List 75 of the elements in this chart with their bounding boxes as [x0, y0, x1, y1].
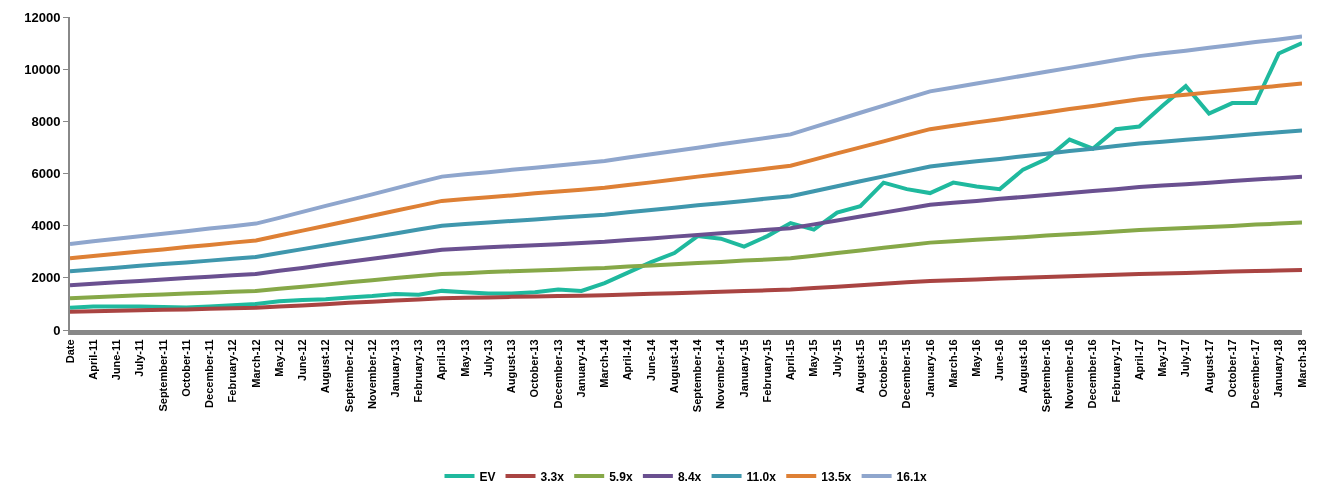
y-tick-label: 10000 — [24, 61, 61, 77]
x-tick-label: September-16 — [1039, 339, 1052, 413]
y-tick-label: 12000 — [24, 9, 61, 25]
x-tick-label: October-15 — [877, 339, 890, 398]
x-tick-label: March-16 — [946, 339, 959, 388]
x-tick-label: October-17 — [1225, 339, 1238, 398]
x-tick-label: June-12 — [296, 339, 309, 381]
y-tick-label: 4000 — [31, 218, 61, 234]
x-tick-label: May-15 — [807, 339, 820, 377]
y-tick-label: 2000 — [31, 270, 61, 286]
line-series — [70, 41, 1302, 310]
legend-label: EV — [479, 469, 496, 484]
x-tick-label: August-16 — [1016, 339, 1029, 394]
line-series — [70, 128, 1302, 274]
x-tick-label: August-17 — [1202, 339, 1215, 394]
x-tick-label: April-15 — [784, 339, 797, 381]
legend-label: 13.5x — [821, 469, 852, 484]
line-series — [70, 174, 1302, 288]
x-tick-label: August-15 — [853, 339, 866, 394]
x-tick-label: May-12 — [272, 339, 285, 377]
x-tick-label: September-11 — [156, 339, 169, 412]
x-tick-label: April-17 — [1132, 339, 1145, 381]
x-tick-label: October-13 — [528, 339, 541, 398]
x-tick-label: August-13 — [505, 339, 518, 394]
x-tick-label: January-13 — [389, 339, 402, 398]
x-tick-label: July-15 — [830, 339, 843, 378]
x-tick-label: November-12 — [365, 339, 378, 410]
x-tick-label: December-17 — [1249, 339, 1262, 409]
x-tick-label: Date — [63, 339, 76, 364]
x-tick-label: March-12 — [249, 339, 262, 388]
x-tick-label: December-11 — [203, 339, 216, 408]
x-tick-label: April-11 — [86, 339, 99, 380]
line-series — [70, 268, 1302, 314]
x-tick-label: April-14 — [621, 338, 634, 381]
x-tick-label: September-12 — [342, 339, 355, 413]
x-tick-label: April-13 — [435, 339, 448, 381]
line-series — [70, 81, 1302, 261]
x-tick-label: October-11 — [179, 339, 192, 397]
line-series — [70, 220, 1302, 301]
x-tick-label: March-18 — [1295, 339, 1308, 388]
x-tick-label: July-11 — [133, 339, 146, 377]
line-series — [70, 34, 1302, 246]
x-tick-label: September-14 — [691, 338, 704, 413]
x-tick-label: March-14 — [598, 338, 611, 388]
x-tick-label: January-15 — [737, 339, 750, 398]
x-tick-label: June-16 — [993, 339, 1006, 381]
x-tick-label: February-13 — [412, 339, 425, 403]
x-tick-label: December-16 — [1086, 339, 1099, 409]
x-tick-label: May-16 — [970, 339, 983, 377]
x-tick-label: February-15 — [760, 339, 773, 403]
x-tick-label: February-12 — [226, 339, 239, 403]
x-tick-label: June-14 — [644, 338, 657, 381]
x-tick-label: July-13 — [482, 339, 494, 378]
legend-label: 3.3x — [540, 469, 565, 484]
y-tick-label: 6000 — [31, 166, 61, 182]
x-tick-label: December-13 — [551, 339, 564, 409]
x-tick-label: December-15 — [900, 339, 913, 409]
y-tick-label: 8000 — [31, 113, 61, 129]
x-tick-label: June-11 — [110, 339, 123, 381]
x-tick-label: August-14 — [667, 338, 680, 394]
x-tick-label: February-17 — [1109, 339, 1122, 403]
x-tick-label: January-16 — [923, 339, 936, 398]
x-tick-label: July-17 — [1179, 339, 1192, 378]
legend-label: 8.4x — [677, 469, 702, 484]
legend-label: 5.9x — [609, 469, 633, 484]
x-tick-label: November-14 — [714, 338, 727, 410]
x-tick-label: January-14 — [574, 338, 587, 398]
legend-label: 16.1x — [896, 469, 927, 484]
y-tick-label: 0 — [53, 322, 61, 338]
x-tick-label: May-13 — [458, 339, 471, 377]
x-tick-label: May-17 — [1156, 339, 1169, 377]
x-tick-label: August-12 — [319, 339, 332, 394]
legend-label: 11.0x — [746, 469, 777, 484]
x-tick-label: November-16 — [1063, 339, 1076, 410]
x-tick-label: January-18 — [1272, 339, 1285, 398]
